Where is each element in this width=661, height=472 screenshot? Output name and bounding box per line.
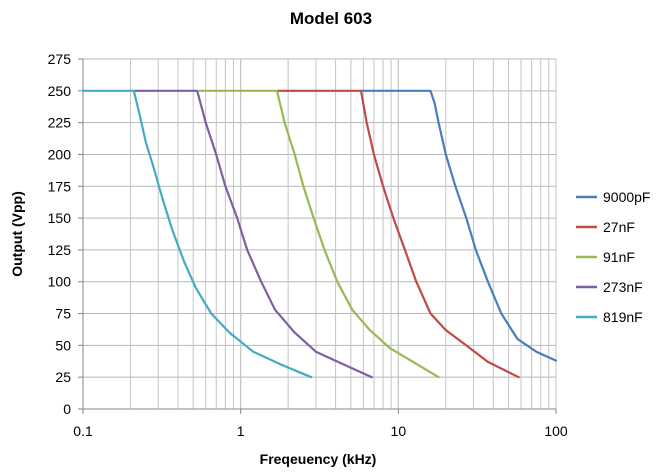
y-tick-label: 200 — [48, 146, 72, 162]
series-layer — [81, 89, 558, 379]
series-line-273nF — [132, 89, 373, 379]
series-line-9000pF — [359, 89, 558, 362]
y-tick-label: 50 — [55, 337, 71, 353]
y-tick-label: 25 — [55, 369, 71, 385]
y-tick-labels: 0 25 50 75 100 125 150 175 200 225 250 275 — [48, 51, 72, 417]
legend-label: 819nF — [603, 309, 643, 325]
y-tick-label: 175 — [48, 178, 72, 194]
x-tick-label: 10 — [391, 423, 407, 439]
plot-frame — [78, 58, 557, 414]
x-tick-label: 100 — [544, 423, 568, 439]
y-tick-label: 0 — [63, 401, 71, 417]
y-axis-label: Output (Vpp) — [9, 191, 25, 277]
series-line-27nF — [275, 89, 520, 379]
legend-label: 91nF — [603, 249, 635, 265]
legend: 9000pF 27nF 91nF 273nF 819nF — [576, 189, 650, 325]
legend-label: 273nF — [603, 279, 643, 295]
y-tick-label: 275 — [48, 51, 72, 67]
x-tick-labels: 0.1 1 10 100 — [73, 423, 568, 439]
series-line-819nF — [81, 89, 313, 379]
x-tick-label: 1 — [237, 423, 245, 439]
x-axis-label: Freqeuency (kHz) — [260, 451, 377, 467]
y-tick-label: 100 — [48, 274, 72, 290]
y-tick-label: 75 — [55, 306, 71, 322]
legend-label: 27nF — [603, 219, 635, 235]
y-tick-label: 250 — [48, 83, 72, 99]
series-line-91nF — [198, 89, 440, 379]
y-tick-label: 125 — [48, 242, 72, 258]
x-tick-label: 0.1 — [73, 423, 93, 439]
legend-label: 9000pF — [603, 189, 650, 205]
chart-title: Model 603 — [290, 9, 372, 28]
y-tick-label: 225 — [48, 115, 72, 131]
y-tick-label: 150 — [48, 210, 72, 226]
